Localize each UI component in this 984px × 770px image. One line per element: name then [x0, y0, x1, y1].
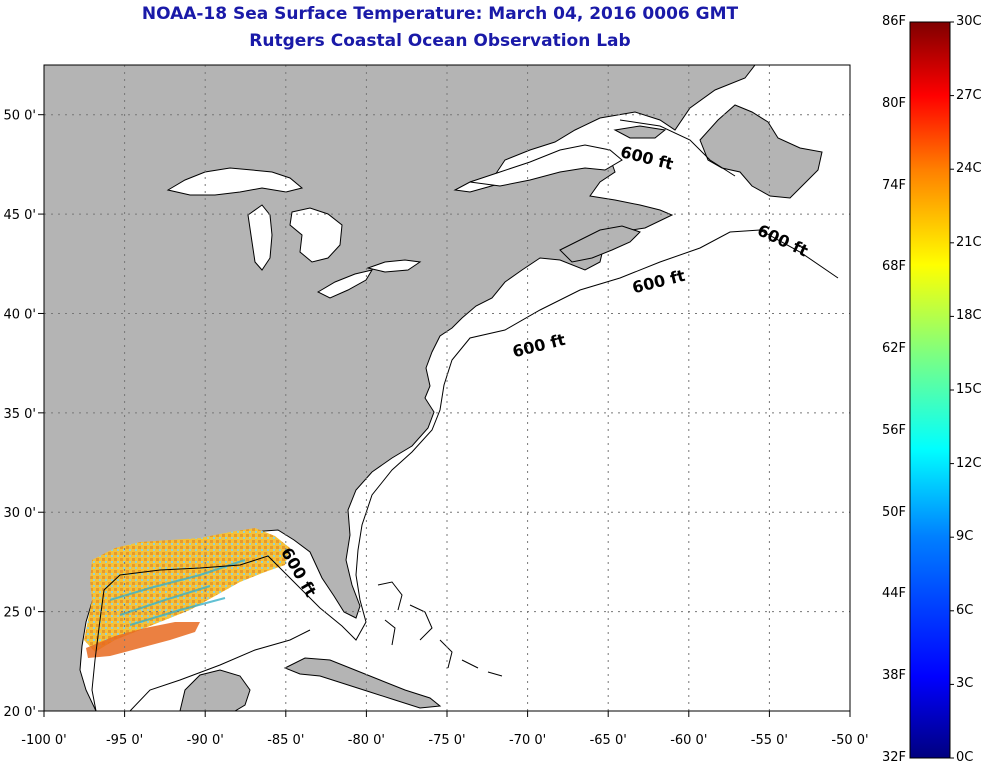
- lake-michigan: [247, 204, 273, 271]
- y-tick-label: 35 0': [3, 407, 36, 422]
- x-tick-label: -50 0': [831, 733, 868, 748]
- y-tick-label: 20 0': [3, 705, 36, 720]
- lake-ontario: [366, 259, 422, 273]
- y-tick-label: 50 0': [3, 109, 36, 124]
- y-tick-label: 30 0': [3, 506, 36, 521]
- x-tick-label: -100 0': [21, 733, 66, 748]
- lake-erie: [316, 269, 374, 299]
- y-tick-label: 40 0': [3, 307, 36, 322]
- y-tick-label: 25 0': [3, 606, 36, 621]
- gulf-of-st-lawrence: [469, 144, 623, 187]
- bahamas-islands: [377, 581, 503, 677]
- yucatan-land: [179, 669, 251, 711]
- x-tick-label: -80 0': [348, 733, 385, 748]
- x-tick-label: -70 0': [509, 733, 546, 748]
- x-tick-label: -90 0': [187, 733, 224, 748]
- cuba-land: [283, 657, 442, 709]
- isobath-600ft: [91, 229, 839, 711]
- isobath-600ft-gulf: [129, 119, 736, 711]
- map-title: NOAA-18 Sea Surface Temperature: March 0…: [141, 4, 739, 24]
- x-tick-label: -85 0': [267, 733, 304, 748]
- y-tick-label: 45 0': [3, 208, 36, 223]
- sst-cool-streaks: [109, 559, 246, 626]
- longitude-axis: -100 0' -95 0' -90 0' -85 0' -80 0' -75 0' -70…: [21, 711, 869, 748]
- sst-warm-band: [86, 622, 200, 658]
- colorbar-ticks: [950, 21, 954, 759]
- x-tick-label: -55 0': [751, 733, 788, 748]
- latitude-axis: 20 0' 25 0' 30 0' 35 0' 40 0' 45 0' 50 0': [3, 109, 44, 720]
- lake-huron: [289, 207, 343, 263]
- temperature-colorbar: [909, 21, 951, 759]
- newfoundland-land: [699, 104, 823, 199]
- x-tick-label: -75 0': [428, 733, 465, 748]
- x-tick-label: -95 0': [106, 733, 143, 748]
- sst-data-patch: [84, 528, 290, 652]
- x-tick-label: -65 0': [590, 733, 627, 748]
- map-grid: [44, 65, 850, 711]
- x-tick-label: -60 0': [670, 733, 707, 748]
- nova-scotia-land: [559, 225, 641, 263]
- anticosti-island: [613, 125, 667, 139]
- lake-superior: [166, 167, 304, 196]
- map-subtitle: Rutgers Coastal Ocean Observation Lab: [249, 31, 631, 51]
